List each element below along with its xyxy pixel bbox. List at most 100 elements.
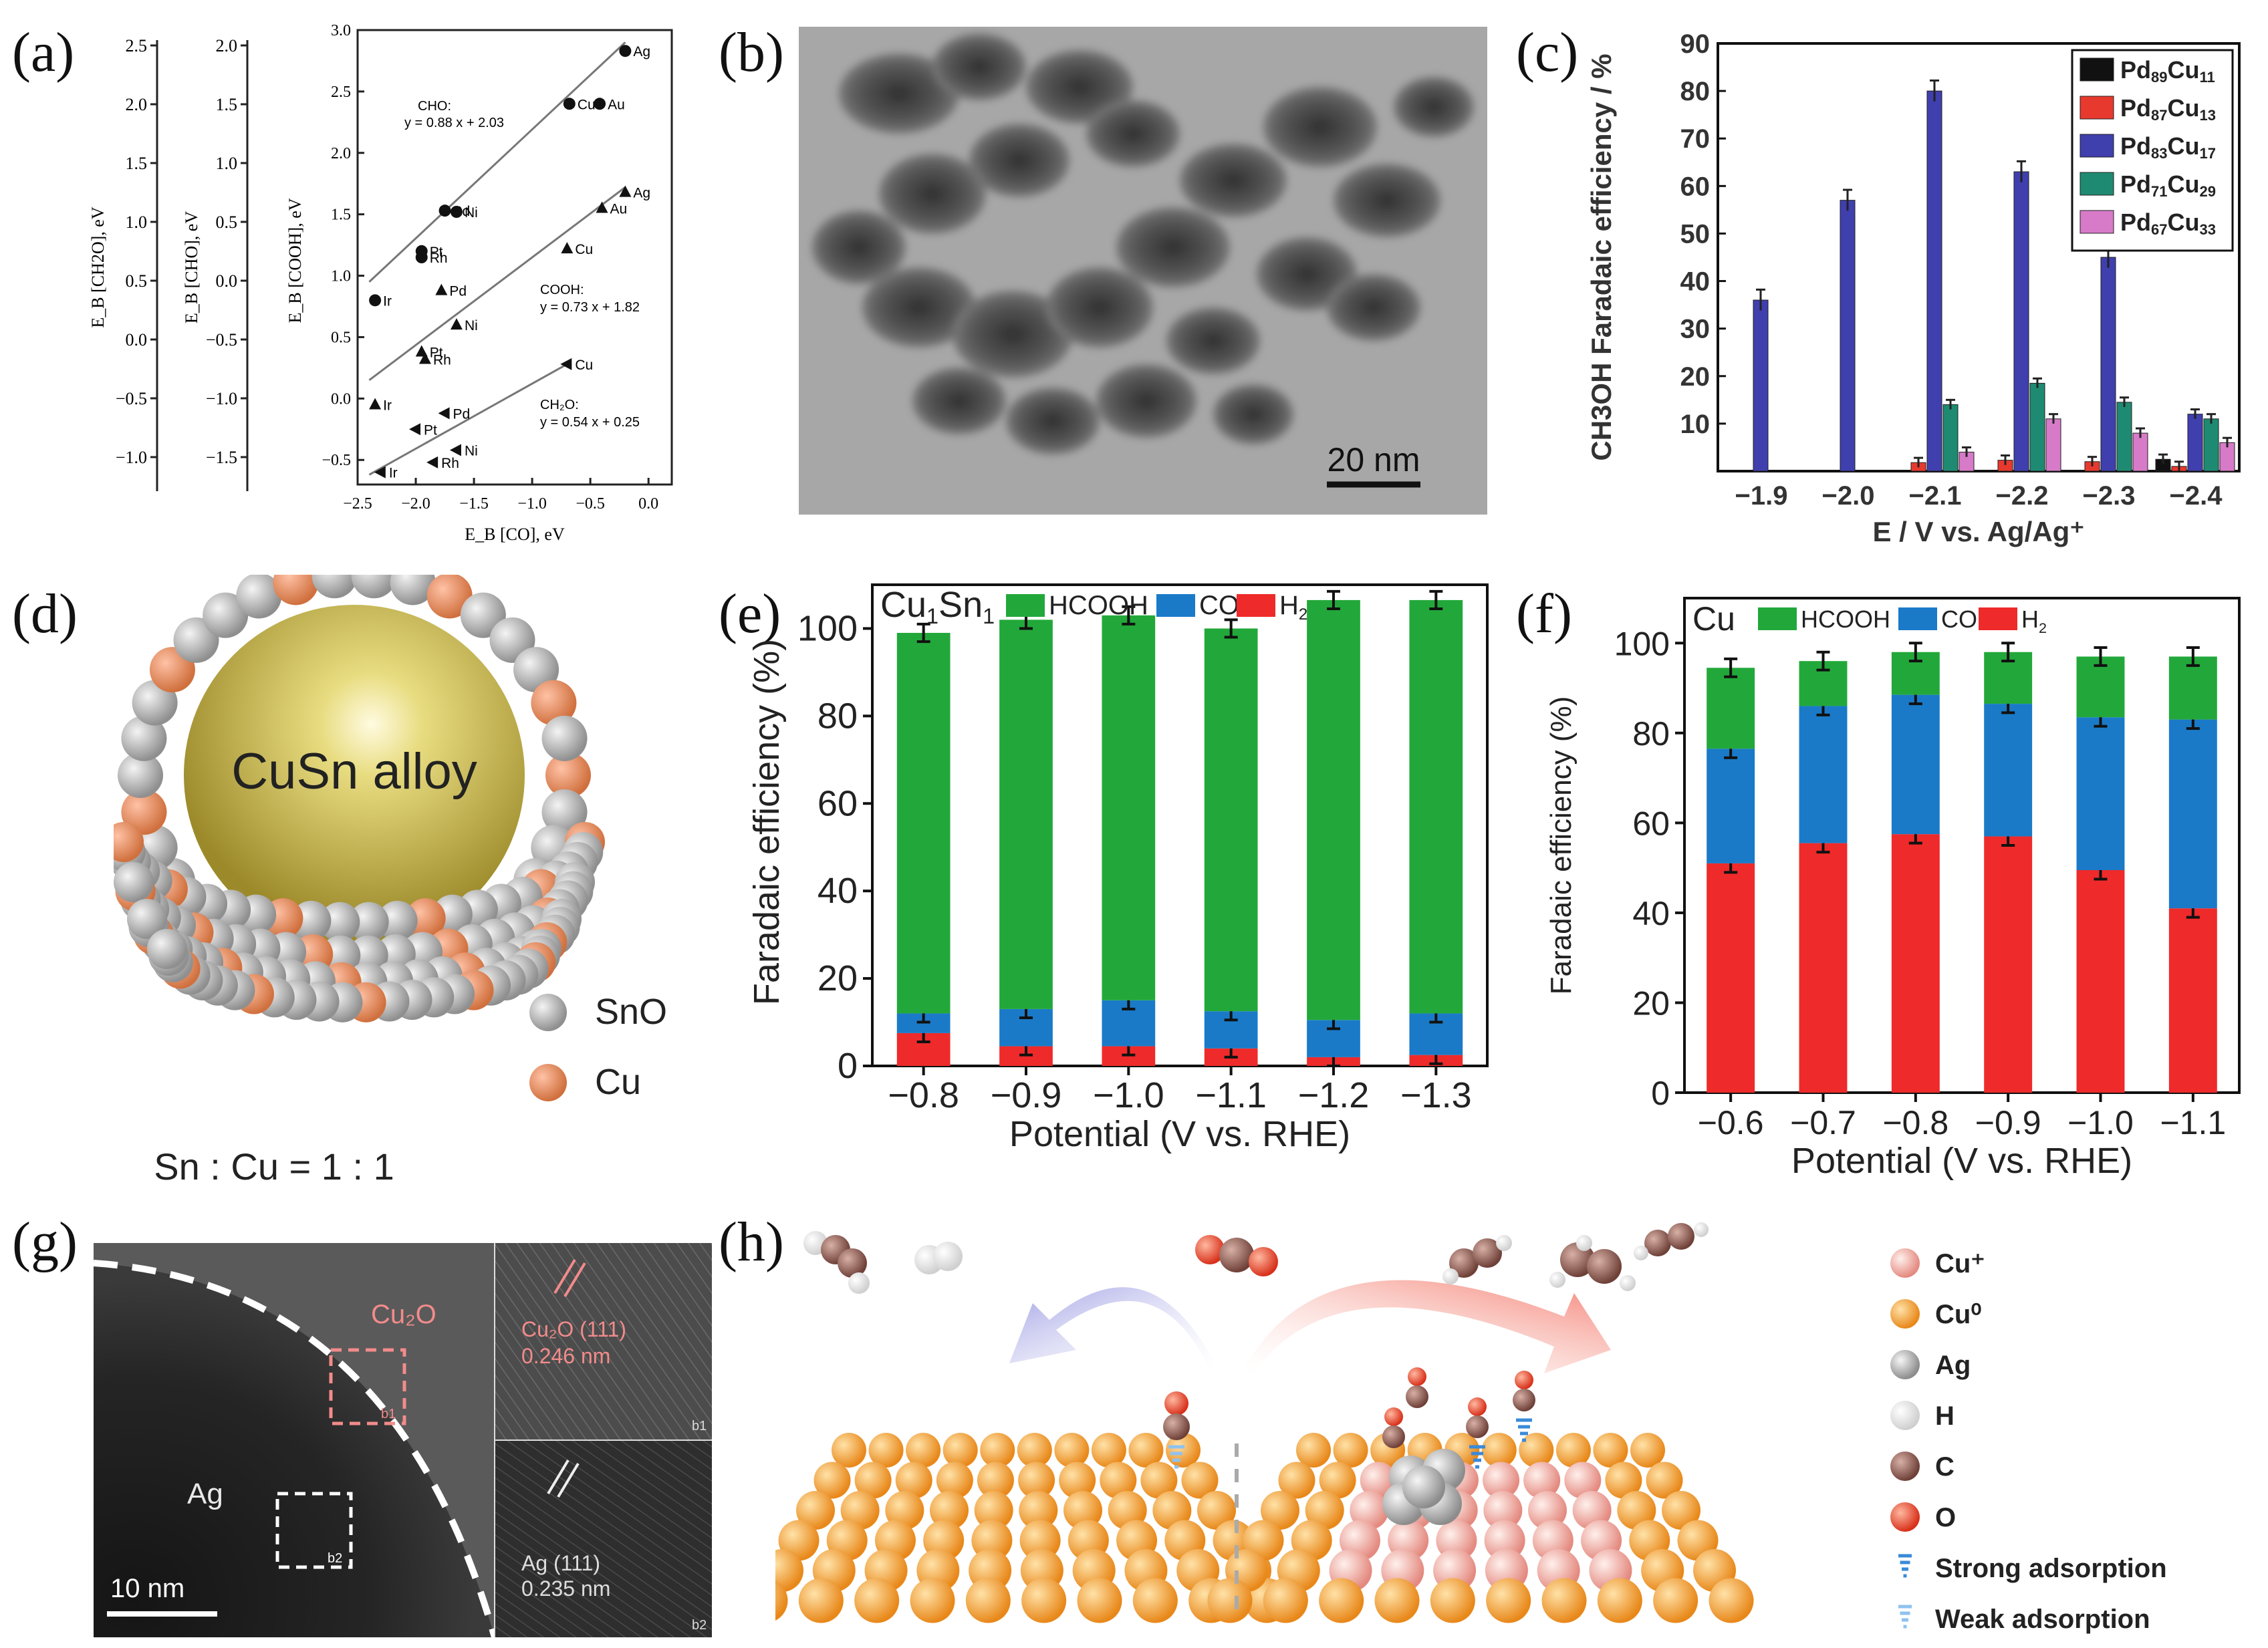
box-b2: [275, 1492, 353, 1569]
cu-atom: [545, 752, 591, 798]
f-bar-h2: [1799, 843, 1848, 1093]
reduction-arrow-right: [1243, 1280, 1611, 1373]
cu0-surface-atom: [1100, 1462, 1137, 1499]
cu0-surface-atom: [906, 1433, 941, 1468]
point-label: Ir: [383, 293, 392, 309]
sno-atom: [118, 752, 163, 798]
point-label: Ni: [465, 318, 478, 333]
point-label: Pt: [430, 245, 443, 260]
f-bar-co: [1707, 748, 1755, 863]
o-atom: [1408, 1367, 1426, 1386]
cu-plus-surface-atom: [1350, 1491, 1389, 1530]
c-legend-swatch: [2080, 134, 2114, 158]
cu0-surface-atom: [775, 1549, 803, 1592]
cu-plus-surface-atom: [1483, 1491, 1523, 1530]
e-bar-hcooh: [999, 620, 1053, 1009]
inset-b1-tag: b1: [692, 1419, 707, 1433]
y-tick-label: 2.0: [331, 145, 351, 162]
h-atom: [1549, 1272, 1565, 1288]
f-legend-swatch: [1898, 607, 1937, 630]
left-axis-cho-tick: 2.0: [216, 36, 238, 55]
bar-pd83cu17: [2100, 257, 2116, 472]
cu-atom: [114, 822, 144, 862]
fit-line: [368, 363, 568, 476]
left-axis-ch2o-tick: 2.0: [126, 95, 148, 114]
scatter-point-ch2o: [426, 456, 438, 468]
scatter-plot-frame: [356, 29, 673, 486]
left-axis-ch2o-label: E_B [CH2O], eV: [88, 207, 108, 327]
c-atom: [838, 1248, 867, 1278]
panel-label-a: (a): [12, 21, 75, 84]
cu-plus-surface-atom: [1360, 1462, 1397, 1499]
cu0-surface-atom: [1319, 1578, 1364, 1623]
h-legend-label: Cu⁰: [1935, 1300, 1981, 1329]
bar-pd83cu17: [1840, 200, 1856, 472]
c-atom: [1406, 1385, 1428, 1408]
point-label: Cu: [578, 97, 596, 112]
sno-atom: [147, 929, 187, 969]
h-legend-label: Weak adsorption: [1935, 1605, 2150, 1634]
chart-e-y-label: Faradaic efficiency (%): [747, 639, 787, 1005]
y-tick-label: 1.0: [331, 268, 351, 285]
e-bar-hcooh: [1409, 599, 1463, 1014]
f-y-tick: 0: [1651, 1075, 1670, 1112]
c-x-tick: −2.3: [2083, 481, 2136, 511]
cu0-surface-atom: [1630, 1433, 1665, 1468]
e-bar-hcooh: [1307, 599, 1360, 1020]
o-atom: [1164, 1391, 1188, 1415]
panel-f-stacked-bar-chart: 0 20 40 60 80 100 −0.6 −0.7 −0.8 −0.9 −1.0 −1.1 Cu H…: [1545, 597, 2241, 1181]
h-atom: [848, 1272, 870, 1294]
chart-c-x-label: E / V vs. Ag/Ag⁺: [1872, 516, 2084, 547]
inset-b2-spacing: 0.235 nm: [521, 1576, 610, 1601]
panel-label-e: (e): [719, 583, 781, 645]
f-y-tick: 100: [1614, 625, 1670, 662]
c-legend-swatch: [2080, 172, 2114, 196]
f-y-tick: 20: [1632, 984, 1670, 1022]
f-x-tick: −1.0: [2067, 1104, 2134, 1141]
cu0-surface-atom: [1430, 1578, 1475, 1623]
chart-c-frame: [1717, 42, 2241, 472]
e-y-tick: 40: [817, 871, 858, 911]
e-y-tick: 0: [838, 1046, 858, 1086]
y-tick-label: 3.0: [331, 22, 351, 39]
point-label: Pd: [449, 284, 467, 299]
c-legend-swatch: [2080, 210, 2114, 234]
c-legend-label: Pd71Cu29: [2120, 170, 2216, 200]
f-legend-label: HCOOH: [1801, 605, 1890, 633]
cu0-surface-atom: [936, 1462, 973, 1499]
panel-d-nanoparticle-illustration: CuSn alloy SnO Cu Sn : Cu = 1 : 1: [114, 575, 667, 1188]
e-legend-label: HCOOH: [1049, 591, 1148, 620]
e-legend-swatch: [1237, 594, 1275, 617]
left-axis-ch2o-tick: 1.0: [126, 213, 148, 232]
cu0-surface-atom: [868, 1433, 904, 1468]
left-axis-cho: 2.0 1.5 1.0 0.5 0.0 −0.5 −1.0 −1.5 E_B [CHO], e…: [182, 36, 249, 491]
f-bar-hcooh: [1707, 668, 1755, 749]
f-catalyst-label: Cu: [1692, 600, 1735, 638]
x-tick-label: −0.5: [576, 495, 605, 513]
panel-label-h: (h): [719, 1211, 784, 1273]
e-x-tick: −1.3: [1400, 1075, 1472, 1115]
panel-b-tem-image: 20 nm: [799, 27, 1487, 515]
point-label: Rh: [433, 353, 451, 368]
bar-pd83cu17: [2013, 171, 2029, 472]
o-atom: [1249, 1247, 1278, 1276]
c-y-tick: 30: [1680, 315, 1711, 344]
x-tick-label: −2.0: [401, 495, 430, 513]
inset-b1-plane: Cu₂O (111): [521, 1317, 626, 1341]
f-bar-h2: [2168, 908, 2217, 1093]
scatter-point-cooh: [561, 242, 574, 254]
chart-f-x-label: Potential (V vs. RHE): [1791, 1141, 2132, 1181]
inset-b2-tag: b2: [692, 1618, 707, 1633]
h-legend-label: Cu⁺: [1935, 1249, 1985, 1278]
panel-label-b: (b): [719, 21, 784, 84]
cu-plus-surface-atom: [1564, 1462, 1602, 1499]
bar-pd83cu17: [2187, 414, 2203, 472]
f-bar-co: [2168, 719, 2217, 909]
bar-pd83cu17: [1926, 90, 1942, 472]
cu0-surface-atom: [1263, 1578, 1308, 1623]
scatter-point-cooh: [369, 398, 382, 410]
f-y-tick: 80: [1632, 715, 1670, 752]
h-legend-marker: [1890, 1401, 1920, 1430]
y-tick-label: −0.5: [322, 452, 351, 469]
h-legend-marker: [1890, 1452, 1920, 1481]
